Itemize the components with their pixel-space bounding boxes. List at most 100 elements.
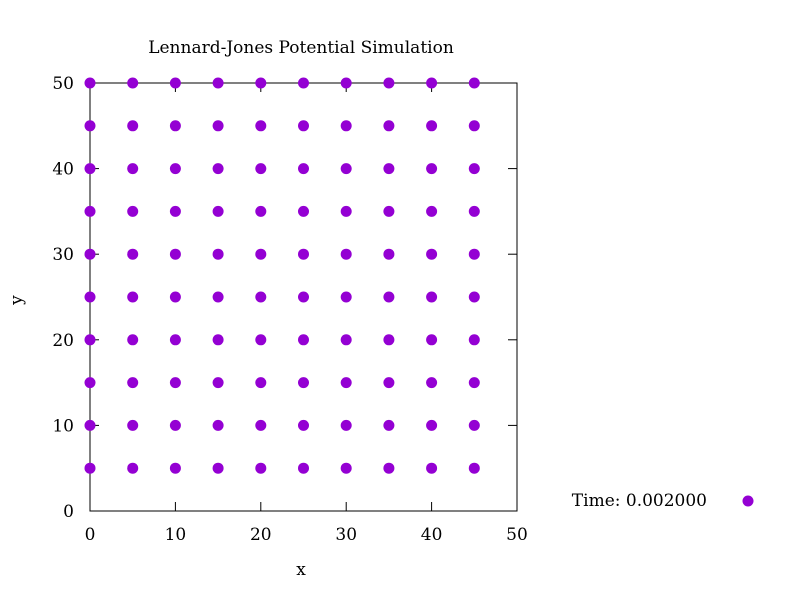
data-point [468, 377, 480, 389]
data-point [383, 120, 395, 132]
data-point [169, 291, 181, 303]
data-point [298, 377, 309, 389]
x-tick-label: 50 [506, 525, 528, 545]
data-point [127, 205, 139, 217]
data-point [127, 248, 139, 260]
data-point [383, 163, 395, 175]
data-point [298, 120, 309, 132]
data-point [84, 334, 96, 346]
data-point [298, 334, 309, 346]
data-point [298, 77, 309, 89]
data-point [127, 462, 139, 474]
data-point [84, 120, 96, 132]
data-point [169, 77, 181, 89]
y-axis-label: y [7, 295, 27, 306]
legend: Time: 0.002000 [572, 491, 754, 511]
data-point [468, 334, 480, 346]
data-point [169, 120, 181, 132]
data-point [383, 334, 395, 346]
data-point [212, 163, 224, 175]
chart-title: Lennard-Jones Potential Simulation [148, 38, 454, 58]
data-point [426, 462, 438, 474]
data-point [383, 462, 395, 474]
data-point [255, 120, 267, 132]
data-point [340, 77, 352, 89]
data-point [127, 291, 139, 303]
data-point [340, 120, 352, 132]
data-point [468, 205, 480, 217]
data-point [212, 377, 224, 389]
data-point [212, 291, 224, 303]
data-point [468, 419, 480, 431]
data-point [84, 205, 96, 217]
data-point [298, 419, 309, 431]
data-points [84, 77, 480, 474]
data-point [255, 419, 267, 431]
data-point [298, 163, 309, 175]
data-point [298, 205, 309, 217]
data-point [212, 419, 224, 431]
data-point [84, 163, 96, 175]
data-point [127, 419, 139, 431]
data-point [255, 205, 267, 217]
x-tick-label: 30 [335, 525, 357, 545]
x-axis-label: x [296, 560, 306, 580]
data-point [84, 291, 96, 303]
data-point [84, 419, 96, 431]
data-point [169, 419, 181, 431]
data-point [84, 377, 96, 389]
data-point [212, 248, 224, 260]
data-point [426, 334, 438, 346]
data-point [426, 77, 438, 89]
data-point [383, 419, 395, 431]
x-tick-label: 20 [250, 525, 272, 545]
data-point [212, 205, 224, 217]
data-point [169, 163, 181, 175]
data-point [340, 462, 352, 474]
data-point [298, 291, 309, 303]
y-tick-label: 30 [52, 245, 74, 265]
data-point [127, 377, 139, 389]
data-point [212, 77, 224, 89]
data-point [426, 120, 438, 132]
data-point [383, 248, 395, 260]
legend-marker [742, 495, 754, 507]
data-point [255, 77, 267, 89]
data-point [340, 205, 352, 217]
data-point [255, 334, 267, 346]
data-point [169, 462, 181, 474]
data-point [468, 120, 480, 132]
data-point [340, 377, 352, 389]
data-point [298, 248, 309, 260]
x-tick-label: 0 [85, 525, 96, 545]
data-point [212, 334, 224, 346]
axis-ticks: 0 10 20 30 40 50 0 10 20 30 40 50 [52, 74, 527, 545]
data-point [340, 419, 352, 431]
data-point [468, 163, 480, 175]
data-point [84, 77, 96, 89]
data-point [383, 377, 395, 389]
data-point [212, 120, 224, 132]
data-point [255, 291, 267, 303]
data-point [127, 334, 139, 346]
data-point [255, 248, 267, 260]
data-point [84, 248, 96, 260]
data-point [340, 248, 352, 260]
data-point [127, 163, 139, 175]
data-point [255, 163, 267, 175]
data-point [383, 291, 395, 303]
data-point [426, 291, 438, 303]
data-point [468, 291, 480, 303]
data-point [84, 462, 96, 474]
y-tick-label: 20 [52, 331, 74, 351]
legend-label: Time: 0.002000 [572, 491, 707, 511]
data-point [255, 377, 267, 389]
data-point [298, 462, 309, 474]
data-point [169, 205, 181, 217]
data-point [468, 77, 480, 89]
data-point [383, 205, 395, 217]
x-tick-label: 40 [421, 525, 443, 545]
data-point [127, 77, 139, 89]
data-point [169, 377, 181, 389]
